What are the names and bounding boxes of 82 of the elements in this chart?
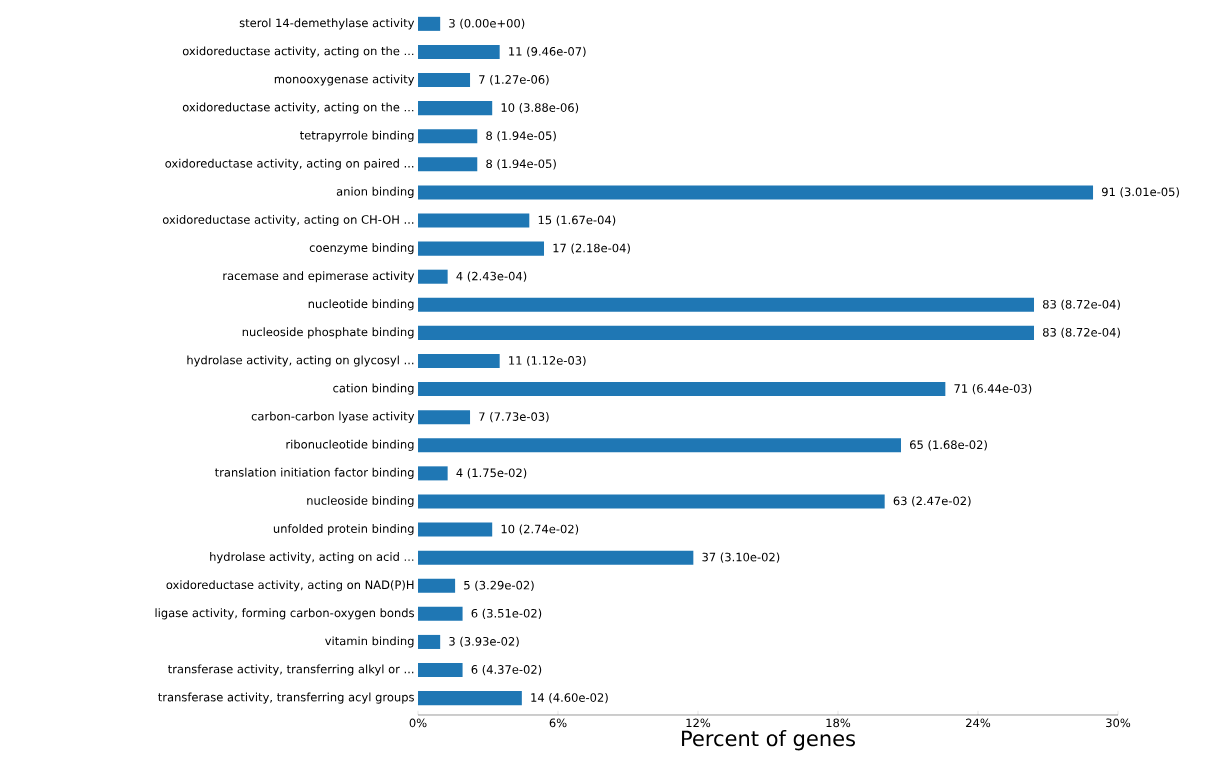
bar xyxy=(418,494,885,509)
bar xyxy=(418,663,463,678)
bar xyxy=(418,185,1094,200)
bar xyxy=(418,157,478,172)
bar xyxy=(418,606,463,621)
bar xyxy=(418,16,441,31)
annotation: 6 (4.37e-02) xyxy=(471,664,542,676)
x-axis-title: Percent of genes xyxy=(682,730,855,751)
bar xyxy=(418,129,478,144)
y-tick-label: nucleotide binding xyxy=(308,299,414,311)
y-tick-label: vitamin binding xyxy=(325,636,414,648)
annotation: 63 (2.47e-02) xyxy=(893,496,971,507)
annotation: 83 (8.72e-04) xyxy=(1042,327,1120,339)
x-tick-label: 30% xyxy=(1106,718,1131,728)
annotation: 10 (2.74e-02) xyxy=(501,524,579,535)
y-tick-label: nucleoside phosphate binding xyxy=(242,327,414,339)
x-tick-label: 18% xyxy=(826,718,851,728)
annotation: 17 (2.18e-04) xyxy=(553,243,630,254)
y-tick-label: racemase and epimerase activity xyxy=(223,271,415,283)
bar xyxy=(418,241,545,256)
annotation: 7 (1.27e-06) xyxy=(479,74,549,86)
bar xyxy=(418,410,471,425)
annotation: 15 (1.67e-04) xyxy=(538,215,616,226)
annotation: 5 (3.29e-02) xyxy=(464,580,534,591)
y-tick-label: hydrolase activity, acting on acid ... xyxy=(210,552,414,564)
annotation: 7 (7.73e-03) xyxy=(479,412,549,423)
y-tick-label: oxidoreductase activity, acting on the ... xyxy=(182,102,414,114)
annotation: 10 (3.88e-06) xyxy=(501,103,579,114)
y-tick-label: oxidoreductase activity, acting on paired ... xyxy=(165,158,414,170)
annotation: 83 (8.72e-04) xyxy=(1042,299,1120,310)
y-tick-label: anion binding xyxy=(336,186,414,198)
annotation: 11 (1.12e-03) xyxy=(509,355,586,367)
annotation: 3 (3.93e-02) xyxy=(449,636,519,648)
bar xyxy=(418,297,1035,312)
bar xyxy=(418,466,448,481)
y-tick-label: coenzyme binding xyxy=(309,243,414,255)
y-tick-label: oxidoreductase activity, acting on the ... xyxy=(182,46,414,58)
bar xyxy=(418,44,500,59)
annotation: 11 (9.46e-07) xyxy=(509,46,586,58)
bar xyxy=(418,691,522,706)
annotation: 4 (2.43e-04) xyxy=(456,271,527,282)
annotation: 8 (1.94e-05) xyxy=(486,159,556,170)
x-tick-label: 6% xyxy=(549,718,567,728)
y-tick-label: tetrapyrrole binding xyxy=(300,130,414,142)
x-tick-label: 24% xyxy=(966,718,991,728)
y-tick-label: cation binding xyxy=(333,383,414,395)
bar xyxy=(418,213,530,228)
y-tick-label: unfolded protein binding xyxy=(273,524,414,536)
bar xyxy=(418,101,493,116)
bar xyxy=(418,325,1035,340)
y-tick-label: translation initiation factor binding xyxy=(214,467,414,479)
annotation: 3 (0.00e+00) xyxy=(449,18,525,29)
annotation: 65 (1.68e-02) xyxy=(910,440,987,451)
annotation: 6 (3.51e-02) xyxy=(471,608,542,619)
y-tick-label: carbon-carbon lyase activity xyxy=(251,411,415,423)
y-tick-label: oxidoreductase activity, acting on NAD(P)H xyxy=(166,580,414,592)
y-tick-label: transferase activity, transferring alkyl or ... xyxy=(168,664,414,676)
y-tick-label: ribonucleotide binding xyxy=(286,439,414,451)
y-tick-label: monooxygenase activity xyxy=(274,74,415,86)
bar xyxy=(418,438,902,453)
y-tick-label: transferase activity, transferring acyl groups xyxy=(158,692,414,704)
annotation: 14 (4.60e-02) xyxy=(531,693,608,704)
bar xyxy=(418,382,946,397)
bar xyxy=(418,522,493,537)
y-tick-label: oxidoreductase activity, acting on CH-OH ... xyxy=(162,214,414,227)
bar xyxy=(418,550,694,565)
annotation: 4 (1.75e-02) xyxy=(456,468,527,479)
bar xyxy=(418,353,500,369)
annotation: 91 (3.01e-05) xyxy=(1101,187,1179,198)
bar xyxy=(418,578,456,593)
bar xyxy=(418,634,441,649)
annotation: 8 (1.94e-05) xyxy=(486,131,556,142)
x-tick-label: 12% xyxy=(686,718,711,728)
y-tick-label: hydrolase activity, acting on glycosyl ... xyxy=(187,355,414,367)
x-tick-label: 0% xyxy=(409,718,427,728)
bar xyxy=(418,269,448,284)
bar xyxy=(418,73,471,88)
annotation: 37 (3.10e-02) xyxy=(702,552,780,563)
annotation: 71 (6.44e-03) xyxy=(954,383,1032,395)
y-tick-label: nucleoside binding xyxy=(307,495,414,508)
y-tick-label: sterol 14-demethylase activity xyxy=(239,18,415,30)
y-tick-label: ligase activity, forming carbon-oxygen bonds xyxy=(155,608,414,620)
